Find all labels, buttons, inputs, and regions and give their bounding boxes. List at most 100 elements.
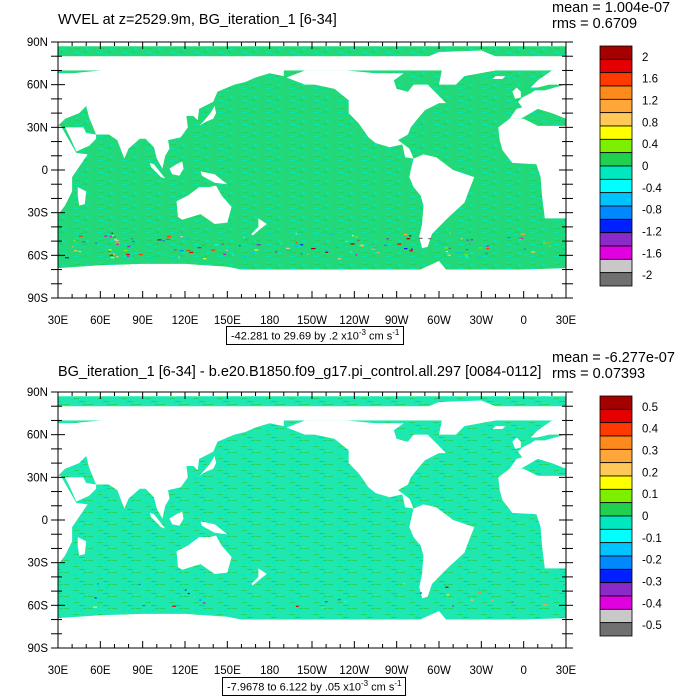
- x-tick-label: 30E: [556, 665, 577, 677]
- field-anomaly: [542, 604, 548, 606]
- field-anomaly: [81, 241, 86, 243]
- y-tick-label: 30S: [28, 208, 49, 220]
- field-anomaly: [477, 591, 482, 593]
- field-anomaly: [531, 251, 536, 253]
- colorbar-label: -0.3: [642, 576, 662, 588]
- colorbar-swatch: [599, 542, 633, 557]
- field-anomaly: [197, 247, 202, 249]
- field-anomaly: [65, 257, 69, 259]
- colorbar-swatch: [599, 608, 633, 624]
- y-tick-label: 0: [42, 165, 48, 177]
- field-anomaly: [199, 599, 202, 601]
- x-tick-label: 0: [520, 665, 526, 677]
- range-exponent: -3: [360, 679, 369, 688]
- range-text: -42.281 to 29.69 by .2 x10: [231, 330, 359, 343]
- land-mask: [176, 535, 232, 575]
- field-anomaly: [442, 243, 446, 245]
- land-mask: [422, 400, 503, 435]
- field-anomaly: [447, 254, 451, 256]
- field-anomaly: [114, 239, 119, 242]
- field-anomaly: [300, 244, 304, 246]
- y-tick-label: 30N: [27, 472, 48, 484]
- mean-stat: mean = 1.004e-07: [552, 0, 671, 16]
- colorbar-label: -0.4: [642, 598, 662, 610]
- colorbar-label: -0.4: [642, 183, 662, 195]
- land-mask: [58, 125, 88, 215]
- colorbar-label: 1.6: [642, 74, 658, 86]
- colorbar-swatch: [599, 85, 633, 100]
- colorbar-swatch: [599, 475, 633, 490]
- land-mask: [498, 118, 566, 219]
- colorbar-swatch: [599, 448, 633, 464]
- land-mask: [498, 468, 566, 569]
- field-anomaly: [187, 592, 190, 595]
- colorbar-swatch: [599, 218, 633, 234]
- land-mask: [65, 477, 97, 502]
- field-anomaly: [418, 237, 423, 239]
- field-anomaly: [449, 232, 451, 234]
- field-anomaly: [511, 601, 514, 603]
- field-anomaly: [127, 245, 131, 248]
- field-anomaly: [123, 250, 128, 252]
- contour-range-box: -7.9678 to 6.122 by .05 x10-3 cm s-1: [222, 677, 407, 696]
- field-anomaly: [202, 245, 206, 247]
- field-anomaly: [470, 239, 474, 241]
- field-anomaly: [507, 237, 511, 239]
- x-tick-label: 90W: [385, 665, 409, 677]
- land-mask: [409, 504, 475, 599]
- field-anomaly: [115, 242, 120, 244]
- field-anomaly: [214, 244, 219, 246]
- y-tick-label: 30N: [27, 122, 48, 134]
- field-anomaly: [138, 583, 141, 586]
- field-anomaly: [130, 253, 133, 256]
- field-anomaly: [243, 238, 248, 241]
- y-tick-label: 90S: [28, 293, 49, 305]
- colorbar-swatch: [599, 622, 633, 637]
- field-anomaly: [180, 236, 184, 238]
- colorbar: 0.5 0.4 0.3 0.2 0.1 0 -0.1 -0.2 -0.3 -0.4 -0.5: [599, 395, 662, 637]
- x-tick-label: 150E: [214, 315, 241, 327]
- land-mask: [149, 512, 166, 529]
- map-plot: 30E 60E 90E 120E 150E 180 150W 120W 90W 60W 30W 0 30…: [27, 387, 663, 677]
- field-anomaly: [456, 252, 461, 254]
- range-units-exponent: -1: [394, 679, 402, 688]
- field-anomaly: [112, 253, 115, 255]
- x-tick-label: 30E: [48, 665, 69, 677]
- field-anomaly: [267, 232, 271, 235]
- field-anomaly: [371, 248, 376, 250]
- x-tick-label: 30W: [470, 665, 494, 677]
- x-tick-label: 60E: [90, 315, 111, 327]
- x-tick-label: 90E: [132, 665, 153, 677]
- field-anomaly: [251, 252, 255, 254]
- field-anomaly: [173, 249, 177, 251]
- colorbar-swatch: [599, 232, 633, 247]
- field-anomaly: [286, 247, 291, 249]
- range-text: -7.9678 to 6.122 by .05 x10: [227, 681, 361, 694]
- field-anomaly: [324, 601, 328, 603]
- field-anomaly: [337, 258, 341, 260]
- colorbar-label: -1.6: [642, 248, 662, 260]
- field-anomaly: [112, 235, 115, 237]
- field-anomaly: [97, 583, 99, 585]
- y-tick-label: 60S: [28, 250, 49, 262]
- field-anomaly: [73, 240, 76, 242]
- field-anomaly: [179, 250, 184, 252]
- land-mask: [251, 568, 267, 586]
- field-anomaly: [202, 602, 206, 604]
- field-anomaly: [460, 238, 463, 240]
- field-anomaly: [243, 255, 247, 258]
- land-mask: [512, 437, 521, 449]
- field-anomaly: [287, 250, 293, 252]
- colorbar-swatch: [599, 272, 633, 287]
- range-units: cm s: [368, 681, 395, 694]
- land-mask: [149, 162, 166, 179]
- colorbar-label: 0: [642, 161, 648, 173]
- contour-range-box: -42.281 to 29.69 by .2 x10-3 cm s-1: [226, 326, 405, 345]
- field-anomaly: [445, 250, 449, 253]
- field-anomaly: [466, 239, 469, 241]
- field-anomaly: [223, 253, 227, 255]
- field-anomaly: [300, 253, 303, 255]
- field-anomaly: [491, 599, 494, 601]
- land-mask: [199, 106, 217, 126]
- field-anomaly: [142, 604, 146, 607]
